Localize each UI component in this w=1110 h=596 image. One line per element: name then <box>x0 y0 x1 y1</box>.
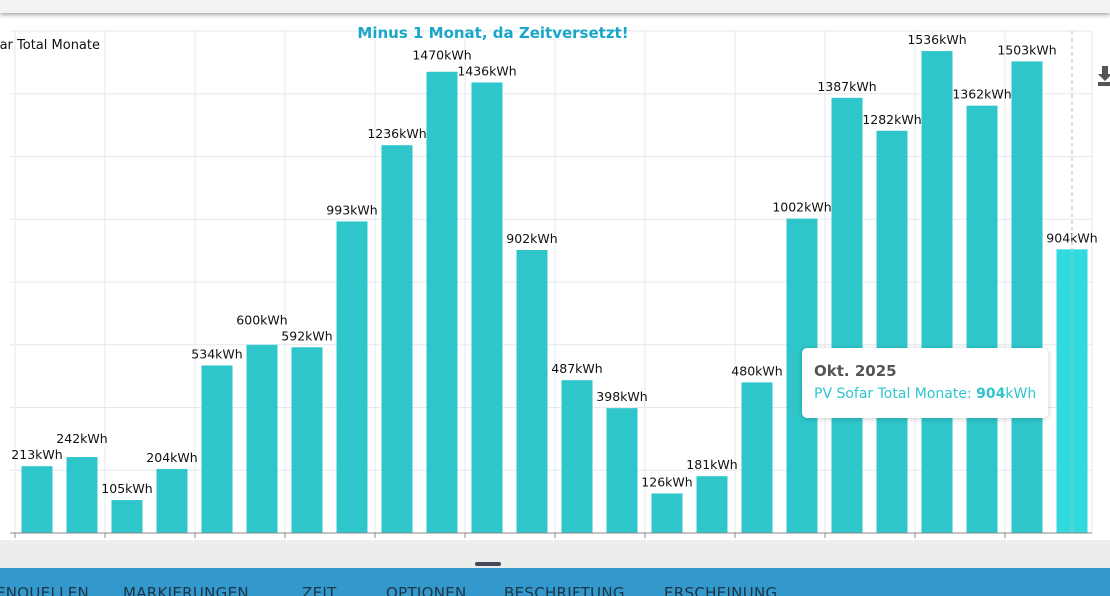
bar-data-label: 1387kWh <box>817 79 876 94</box>
tab-beschriftung[interactable]: BESCHRIFTUNG <box>504 584 625 596</box>
legend-item[interactable]: PV Sofar Total Monate <box>0 38 100 53</box>
resize-handle[interactable] <box>475 562 501 566</box>
bar-data-label: 993kWh <box>326 202 377 217</box>
bar <box>741 382 773 533</box>
bar <box>201 365 233 533</box>
bar <box>426 71 458 533</box>
bar-data-label: 213kWh <box>11 447 62 462</box>
bar <box>516 249 548 533</box>
bar <box>921 51 953 533</box>
bar <box>651 493 683 533</box>
chart-scrollbar[interactable] <box>0 540 1110 568</box>
bar-data-label: 181kWh <box>686 457 737 472</box>
tooltip: Okt. 2025 PV Sofar Total Monate: 904kWh <box>802 348 1048 418</box>
tab-markierungen[interactable]: MARKIERUNGEN <box>123 584 249 596</box>
bar-chart: 12.20232.20244.20246.20248.202410.202412… <box>10 30 1098 538</box>
tooltip-value: 904 <box>976 386 1006 402</box>
bar-data-label: 1002kWh <box>772 200 831 215</box>
bar-data-label: 1436kWh <box>457 63 516 78</box>
bar-data-label: 480kWh <box>731 363 782 378</box>
bar-data-label: 126kWh <box>641 474 692 489</box>
tooltip-series: PV Sofar Total Monate: 904kWh <box>814 386 1036 402</box>
bar-data-label: 600kWh <box>236 312 287 327</box>
bar-data-label: 902kWh <box>506 231 557 246</box>
bar-data-label: 1362kWh <box>952 87 1011 102</box>
top-toolbar <box>0 0 1110 13</box>
bar <box>831 97 863 534</box>
bar <box>111 500 143 533</box>
bar-data-label: 1503kWh <box>997 42 1056 57</box>
bar-data-label: 1236kWh <box>367 126 426 141</box>
bar-data-label: 1470kWh <box>412 47 471 62</box>
settings-tabs: ENQUELLEN MARKIERUNGEN ZEIT OPTIONEN BES… <box>0 568 1110 596</box>
tab-zeit[interactable]: ZEIT <box>302 584 337 596</box>
download-icon[interactable] <box>1098 66 1110 86</box>
bar-data-label: 242kWh <box>56 431 107 446</box>
bar <box>966 105 998 534</box>
bar-data-label: 398kWh <box>596 389 647 404</box>
bar-data-label: 487kWh <box>551 361 602 376</box>
tooltip-title: Okt. 2025 <box>814 362 897 380</box>
tab-optionen[interactable]: OPTIONEN <box>386 584 467 596</box>
bar-data-label: 534kWh <box>191 346 242 361</box>
bar <box>606 408 638 533</box>
bar <box>876 130 908 533</box>
chart-title: Minus 1 Monat, da Zeitversetzt! <box>357 24 629 42</box>
tooltip-series-label: PV Sofar Total Monate: <box>814 386 977 402</box>
bar <box>696 476 728 533</box>
bar <box>1011 61 1043 534</box>
bar-data-label: 105kWh <box>101 481 152 496</box>
tab-erscheinung[interactable]: ERSCHEINUNG <box>664 584 778 596</box>
bar <box>66 457 98 533</box>
bar <box>291 347 323 533</box>
bar <box>21 466 53 533</box>
bar <box>561 380 593 533</box>
bar <box>156 468 188 533</box>
bar <box>246 344 278 533</box>
bar <box>336 221 368 534</box>
bar <box>381 145 413 533</box>
bar-data-label: 204kWh <box>146 450 197 465</box>
bar-data-label: 1282kWh <box>862 112 921 127</box>
bar <box>471 82 503 533</box>
bar-data-label: 1536kWh <box>907 32 966 47</box>
tooltip-unit: kWh <box>1005 386 1037 402</box>
bar-data-label: 592kWh <box>281 328 332 343</box>
tab-datenquellen[interactable]: ENQUELLEN <box>0 584 90 596</box>
